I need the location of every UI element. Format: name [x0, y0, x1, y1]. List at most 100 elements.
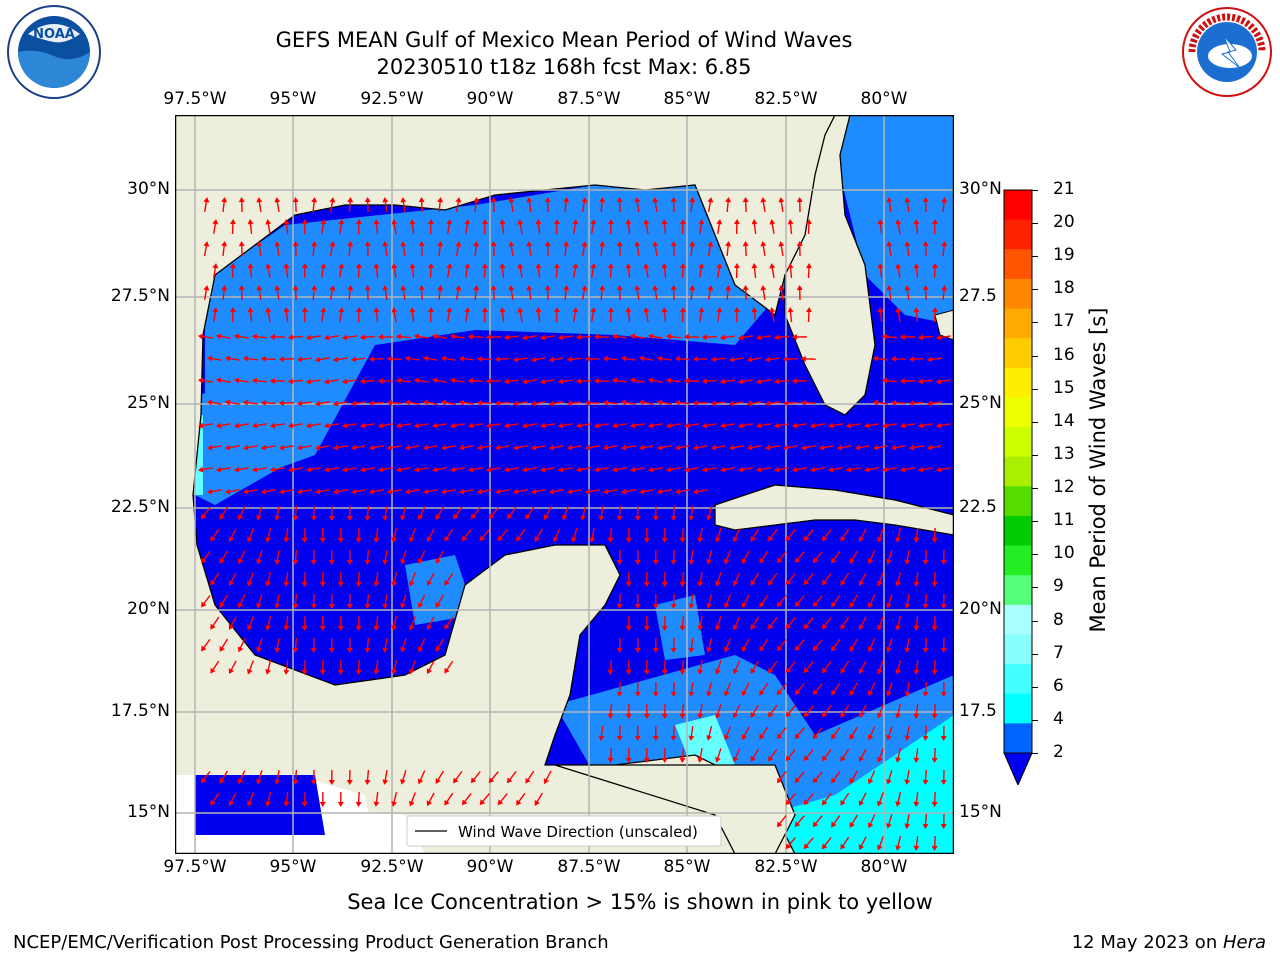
- wind-wave-arrow: [476, 399, 492, 406]
- wind-wave-arrow: [746, 444, 762, 451]
- wind-wave-arrow: [319, 659, 326, 675]
- wind-wave-arrow: [575, 378, 591, 385]
- lon-tick-label: 85°W: [663, 89, 711, 109]
- wind-wave-arrow: [517, 263, 524, 279]
- wind-wave-arrow: [246, 792, 254, 807]
- wind-wave-arrow: [625, 219, 632, 235]
- wind-wave-arrow: [455, 241, 462, 257]
- wind-wave-arrow: [314, 356, 330, 363]
- wind-wave-arrow: [219, 550, 229, 564]
- wind-wave-arrow: [732, 572, 741, 587]
- footer-date: 12 May 2023 on: [1071, 932, 1223, 953]
- wind-wave-arrow: [310, 549, 317, 565]
- wind-wave-arrow: [256, 638, 263, 653]
- wind-wave-arrow: [751, 263, 758, 279]
- wind-wave-arrow: [256, 770, 263, 785]
- wind-wave-arrow: [490, 241, 497, 257]
- wind-wave-arrow: [337, 571, 344, 587]
- wind-wave-arrow: [849, 726, 858, 740]
- wind-wave-arrow: [359, 334, 375, 341]
- svg-text:NOAA: NOAA: [33, 27, 75, 42]
- wind-wave-arrow: [759, 682, 769, 696]
- wind-wave-arrow: [467, 466, 483, 473]
- wind-wave-arrow: [526, 197, 533, 213]
- wind-wave-arrow: [895, 836, 902, 851]
- wind-wave-arrow: [539, 334, 555, 341]
- wind-wave-arrow: [895, 528, 902, 543]
- wind-wave-arrow: [373, 615, 380, 631]
- wind-wave-arrow: [440, 444, 456, 451]
- wind-wave-arrow: [602, 444, 618, 451]
- wind-wave-arrow: [607, 219, 614, 235]
- wind-wave-arrow: [773, 334, 789, 341]
- wind-wave-arrow: [310, 769, 317, 785]
- wind-wave-arrow: [872, 399, 888, 406]
- wind-wave-arrow: [849, 594, 858, 608]
- colorbar-tick-mark: [1032, 388, 1038, 390]
- wind-wave-arrow: [301, 571, 308, 587]
- wind-wave-arrow: [256, 594, 263, 609]
- wind-wave-arrow: [701, 466, 717, 473]
- wind-wave-arrow: [821, 705, 832, 718]
- wind-wave-arrow: [305, 378, 321, 385]
- wind-wave-arrow: [620, 488, 636, 495]
- wind-wave-arrow: [904, 593, 911, 609]
- wind-wave-arrow: [913, 659, 920, 675]
- wind-wave-arrow: [391, 219, 398, 235]
- wind-wave-arrow: [593, 422, 609, 429]
- wind-wave-arrow: [688, 505, 695, 521]
- wind-wave-arrow: [899, 377, 915, 384]
- wind-wave-arrow: [461, 793, 472, 806]
- wind-wave-arrow: [840, 836, 850, 850]
- wind-wave-arrow: [849, 770, 858, 784]
- wind-wave-arrow: [404, 399, 420, 406]
- wind-wave-arrow: [755, 378, 771, 385]
- wind-wave-arrow: [427, 307, 434, 323]
- wind-wave-arrow: [485, 378, 501, 385]
- wind-wave-arrow: [563, 197, 570, 213]
- wind-wave-arrow: [435, 550, 445, 564]
- florida-land: [784, 115, 876, 416]
- wind-wave-arrow: [818, 444, 834, 451]
- wind-wave-arrow: [251, 377, 267, 384]
- wind-wave-arrow: [670, 593, 677, 609]
- colorbar-segment: [1004, 545, 1032, 576]
- wind-wave-arrow: [803, 793, 814, 806]
- map-frame: [175, 115, 954, 854]
- wind-wave-arrow: [341, 334, 357, 341]
- wind-wave-arrow: [812, 595, 823, 608]
- wind-wave-arrow: [647, 377, 663, 384]
- wind-wave-arrow: [521, 466, 537, 473]
- wind-wave-arrow: [590, 307, 597, 323]
- lon-tick-label: 92.5°W: [360, 89, 424, 109]
- wind-wave-arrow: [418, 197, 425, 213]
- wind-wave-arrow: [812, 727, 823, 740]
- wind-wave-arrow: [525, 506, 535, 520]
- wind-wave-arrow: [368, 444, 384, 451]
- wind-wave-arrow: [715, 616, 722, 631]
- wind-wave-arrow: [229, 263, 236, 279]
- wind-wave-arrow: [634, 549, 641, 565]
- wind-wave-arrow: [338, 263, 345, 279]
- wind-wave-arrow: [776, 815, 787, 828]
- wind-wave-arrow: [201, 770, 211, 784]
- wind-wave-arrow: [737, 334, 753, 341]
- wind-wave-arrow: [481, 263, 488, 279]
- lat-lon-grid: [175, 115, 954, 854]
- wind-wave-arrow: [908, 356, 924, 363]
- wind-wave-arrow: [224, 399, 240, 406]
- wind-wave-arrow: [314, 444, 330, 451]
- wind-wave-arrow: [935, 422, 951, 429]
- wind-wave-arrow: [647, 333, 663, 340]
- wind-wave-arrow: [382, 769, 389, 785]
- wind-wave-arrow: [886, 638, 893, 653]
- wind-wave-arrow: [904, 681, 911, 697]
- wind-wave-arrow: [233, 466, 249, 473]
- wind-wave-arrow: [895, 263, 902, 279]
- wind-wave-arrow: [508, 241, 515, 257]
- wind-wave-arrow: [876, 836, 884, 851]
- wind-wave-arrow: [904, 813, 911, 829]
- lon-tick-label: 97.5°W: [163, 89, 227, 109]
- wind-wave-arrow: [206, 399, 222, 406]
- wind-wave-arrow: [265, 660, 272, 675]
